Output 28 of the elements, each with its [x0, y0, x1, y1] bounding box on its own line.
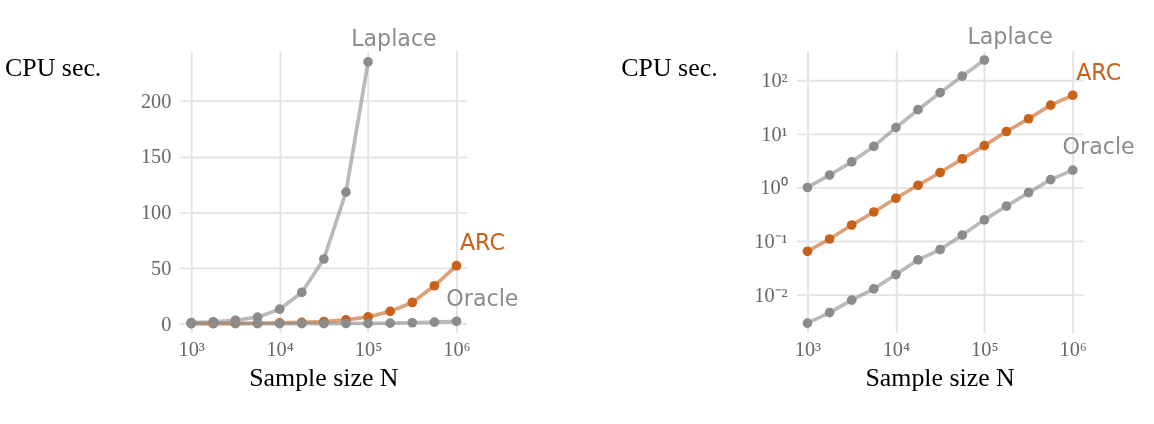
y-tick-label: 10⁻² [754, 283, 788, 306]
y-tick-label: 10² [761, 68, 788, 91]
x-axis-title: Sample size N [249, 362, 399, 392]
series-label: Laplace [351, 25, 437, 52]
y-tick-label: 100 [140, 201, 172, 224]
series-label: ARC [1076, 58, 1122, 85]
x-tick-label: 10³ [794, 338, 822, 361]
series-label: Laplace [967, 23, 1053, 50]
x-tick-label: 10⁶ [443, 338, 471, 361]
x-tick-label: 10⁴ [266, 338, 294, 361]
series-label: Oracle [446, 284, 519, 311]
y-tick-label: 50 [151, 256, 172, 279]
y-tick-label: 200 [140, 89, 172, 112]
x-tick-label: 10⁵ [971, 338, 999, 361]
x-tick-label: 10⁵ [354, 338, 383, 361]
x-tick-label: 10⁴ [882, 338, 911, 361]
y-axis-title: CPU sec. [5, 53, 102, 83]
y-tick-label: 10⁰ [760, 176, 788, 199]
y-tick-label: 10⁻¹ [754, 230, 788, 253]
y-tick-label: 0 [161, 312, 172, 335]
y-tick-label: 150 [140, 145, 172, 168]
x-tick-label: 10⁶ [1059, 338, 1087, 361]
series-label: ARC [459, 229, 505, 255]
x-tick-label: 10³ [178, 338, 205, 361]
x-axis-title: Sample size N [865, 362, 1016, 392]
y-tick-label: 10¹ [761, 122, 788, 145]
y-axis-title: CPU sec. [621, 53, 718, 83]
series-label: Oracle [1062, 133, 1135, 160]
